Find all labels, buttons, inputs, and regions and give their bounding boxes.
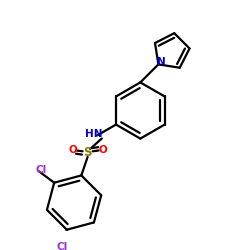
Text: O: O xyxy=(98,145,107,155)
Text: S: S xyxy=(83,146,92,158)
Text: O: O xyxy=(68,145,77,155)
Text: Cl: Cl xyxy=(36,165,47,175)
Text: HN: HN xyxy=(86,129,103,139)
Text: N: N xyxy=(157,57,166,67)
Text: Cl: Cl xyxy=(56,242,68,250)
